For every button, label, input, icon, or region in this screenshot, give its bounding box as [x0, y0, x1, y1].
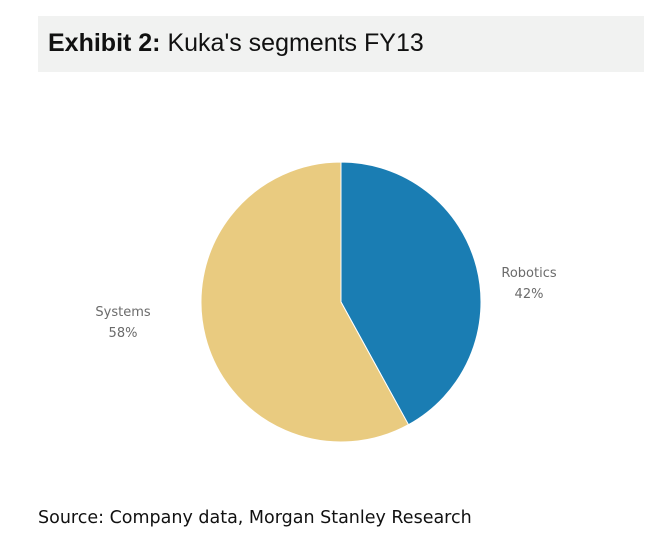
slice-value-robotics: 42%: [515, 287, 544, 302]
source-note: Source: Company data, Morgan Stanley Res…: [38, 508, 472, 528]
slice-label-systems: Systems: [95, 305, 150, 320]
slice-value-systems: 58%: [109, 326, 138, 341]
exhibit-header: Exhibit 2: Kuka's segments FY13: [38, 16, 644, 72]
exhibit-title-text: Kuka's segments FY13: [167, 29, 424, 57]
exhibit-title: Exhibit 2: Kuka's segments FY13: [48, 29, 424, 58]
slice-label-robotics: Robotics: [501, 266, 556, 281]
pie-slice-systems: [200, 161, 410, 443]
exhibit-label: Exhibit 2:: [48, 29, 161, 57]
pie-slice-robotics: [340, 161, 482, 426]
